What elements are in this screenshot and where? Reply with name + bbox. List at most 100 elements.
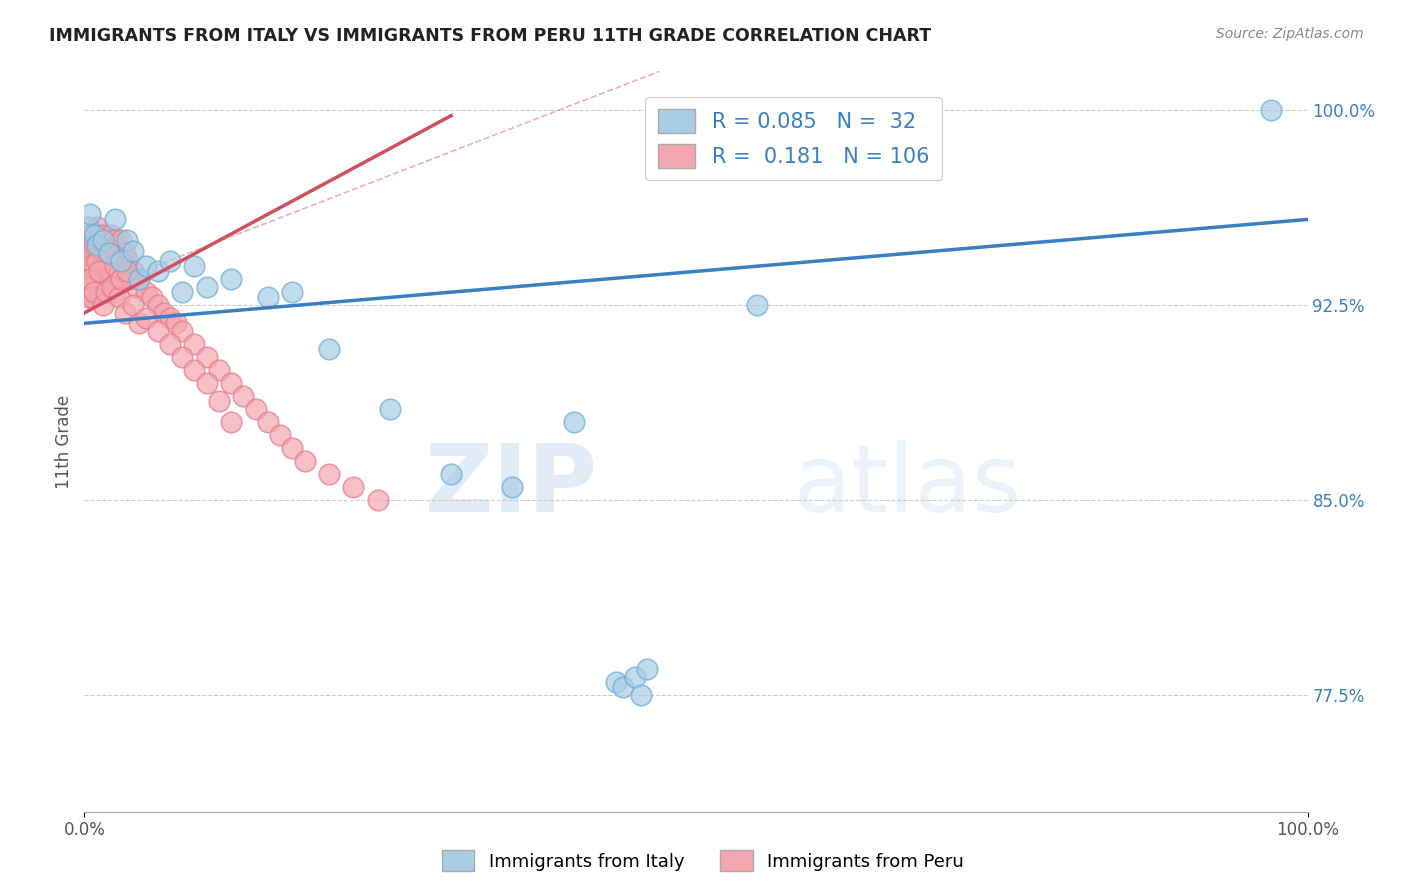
- Point: [159, 254, 181, 268]
- Point: [440, 467, 463, 481]
- Point: [79, 259, 101, 273]
- Point: [281, 441, 304, 455]
- Point: [84, 227, 107, 242]
- Point: [96, 238, 118, 252]
- Point: [104, 212, 127, 227]
- Point: [195, 280, 218, 294]
- Point: [281, 285, 304, 300]
- Point: [87, 272, 110, 286]
- Point: [90, 246, 112, 260]
- Point: [232, 389, 254, 403]
- Point: [122, 244, 145, 258]
- Point: [103, 233, 125, 247]
- Point: [97, 246, 120, 260]
- Text: IMMIGRANTS FROM ITALY VS IMMIGRANTS FROM PERU 11TH GRADE CORRELATION CHART: IMMIGRANTS FROM ITALY VS IMMIGRANTS FROM…: [49, 27, 931, 45]
- Point: [83, 238, 105, 252]
- Point: [219, 272, 242, 286]
- Point: [135, 285, 157, 300]
- Point: [104, 285, 127, 300]
- Point: [110, 254, 132, 268]
- Point: [208, 394, 231, 409]
- Point: [89, 264, 111, 278]
- Point: [562, 415, 585, 429]
- Point: [159, 337, 181, 351]
- Point: [183, 259, 205, 273]
- Point: [98, 246, 121, 260]
- Point: [107, 290, 129, 304]
- Point: [108, 264, 131, 278]
- Point: [117, 254, 139, 268]
- Text: Source: ZipAtlas.com: Source: ZipAtlas.com: [1216, 27, 1364, 41]
- Point: [115, 264, 138, 278]
- Point: [93, 227, 115, 242]
- Point: [502, 480, 524, 494]
- Point: [77, 259, 100, 273]
- Point: [110, 272, 132, 286]
- Point: [77, 272, 100, 286]
- Point: [91, 233, 114, 247]
- Point: [112, 264, 135, 278]
- Point: [87, 233, 110, 247]
- Point: [79, 285, 101, 300]
- Point: [128, 316, 150, 330]
- Point: [172, 324, 194, 338]
- Point: [183, 363, 205, 377]
- Point: [195, 376, 218, 390]
- Point: [183, 337, 205, 351]
- Point: [245, 402, 267, 417]
- Point: [86, 285, 108, 300]
- Point: [101, 280, 124, 294]
- Point: [380, 402, 402, 417]
- Point: [269, 428, 291, 442]
- Point: [110, 233, 132, 247]
- Point: [128, 272, 150, 286]
- Point: [83, 272, 105, 286]
- Point: [96, 285, 118, 300]
- Point: [105, 238, 128, 252]
- Point: [94, 280, 117, 294]
- Point: [110, 272, 132, 286]
- Point: [128, 272, 150, 286]
- Point: [105, 272, 128, 286]
- Point: [77, 290, 100, 304]
- Point: [96, 272, 118, 286]
- Point: [122, 264, 145, 278]
- Point: [630, 688, 652, 702]
- Point: [93, 264, 115, 278]
- Point: [80, 290, 103, 304]
- Point: [636, 662, 658, 676]
- Point: [82, 259, 104, 273]
- Point: [86, 238, 108, 252]
- Legend: R = 0.085   N =  32, R =  0.181   N = 106: R = 0.085 N = 32, R = 0.181 N = 106: [645, 96, 942, 180]
- Point: [195, 350, 218, 364]
- Point: [318, 467, 340, 481]
- Point: [294, 454, 316, 468]
- Point: [605, 674, 627, 689]
- Point: [146, 298, 169, 312]
- Point: [367, 493, 389, 508]
- Point: [153, 306, 176, 320]
- Point: [83, 285, 105, 300]
- Point: [87, 264, 110, 278]
- Point: [208, 363, 231, 377]
- Point: [87, 254, 110, 268]
- Point: [79, 227, 101, 242]
- Point: [172, 285, 194, 300]
- Point: [114, 246, 136, 260]
- Point: [83, 227, 105, 242]
- Legend: Immigrants from Italy, Immigrants from Peru: Immigrants from Italy, Immigrants from P…: [434, 843, 972, 879]
- Point: [135, 311, 157, 326]
- Point: [100, 264, 122, 278]
- Point: [219, 376, 242, 390]
- Point: [122, 298, 145, 312]
- Point: [86, 254, 108, 268]
- Point: [125, 280, 148, 294]
- Point: [84, 259, 107, 273]
- Point: [219, 415, 242, 429]
- Text: atlas: atlas: [794, 440, 1022, 532]
- Point: [146, 324, 169, 338]
- Text: ZIP: ZIP: [425, 440, 598, 532]
- Point: [97, 233, 120, 247]
- Point: [91, 233, 114, 247]
- Point: [94, 246, 117, 260]
